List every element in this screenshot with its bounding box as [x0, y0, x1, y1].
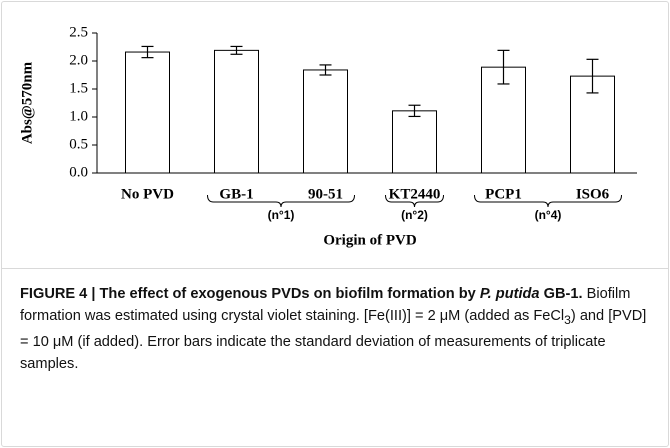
- x-tick-label: 90-51: [308, 186, 343, 202]
- group-bracket: [385, 194, 444, 208]
- caption-body: ) and [PVD] = 10 μM (if added). Error ba…: [20, 308, 647, 372]
- strain: GB-1.: [539, 286, 583, 302]
- error-bar: [141, 45, 154, 59]
- separator: [1, 268, 669, 269]
- group-bracket: [474, 194, 622, 208]
- caption: FIGURE 4 | The effect of exogenous PVDs …: [20, 283, 656, 375]
- group-bracket: [207, 194, 355, 208]
- species: P. putida: [479, 286, 540, 302]
- bar: [303, 69, 348, 174]
- bar: [125, 51, 170, 174]
- y-tick-label: 2.0: [69, 52, 88, 68]
- caption-body: Biofilm formation was estimated using cr…: [20, 286, 631, 324]
- x-tick-label: KT2440: [389, 186, 441, 202]
- x-tick-label: ISO6: [576, 186, 610, 202]
- error-bar: [408, 104, 421, 118]
- error-bar: [319, 64, 332, 76]
- figure-label: FIGURE 4 |: [20, 286, 96, 302]
- caption-title: The effect of exogenous PVDs on biofilm …: [99, 286, 476, 302]
- y-tick-label: 0.0: [69, 164, 88, 180]
- y-tick-label: 1.0: [69, 108, 88, 124]
- group-label: (n°2): [401, 208, 428, 222]
- y-tick-label: 2.5: [69, 24, 88, 40]
- x-tick-label: PCP1: [485, 186, 522, 202]
- bar: [214, 49, 259, 174]
- x-axis-label: Origin of PVD: [323, 232, 416, 248]
- bar: [481, 66, 526, 174]
- group-label: (n°4): [535, 208, 562, 222]
- x-tick-label: GB-1: [219, 186, 253, 202]
- error-bar: [497, 49, 510, 85]
- y-tick-label: 0.5: [69, 136, 88, 152]
- bar: [392, 110, 437, 174]
- chart: Abs@570nm Origin of PVD 0.0 0.5 1.0 1.5 2.0 2…: [19, 24, 637, 248]
- error-bar: [586, 58, 599, 94]
- group-label: (n°1): [268, 208, 295, 222]
- y-axis-label: Abs@570nm: [19, 61, 35, 144]
- y-tick-label: 1.5: [69, 80, 88, 96]
- x-tick-label: No PVD: [121, 186, 174, 202]
- error-bar: [230, 45, 243, 55]
- subscript: 3: [564, 312, 571, 327]
